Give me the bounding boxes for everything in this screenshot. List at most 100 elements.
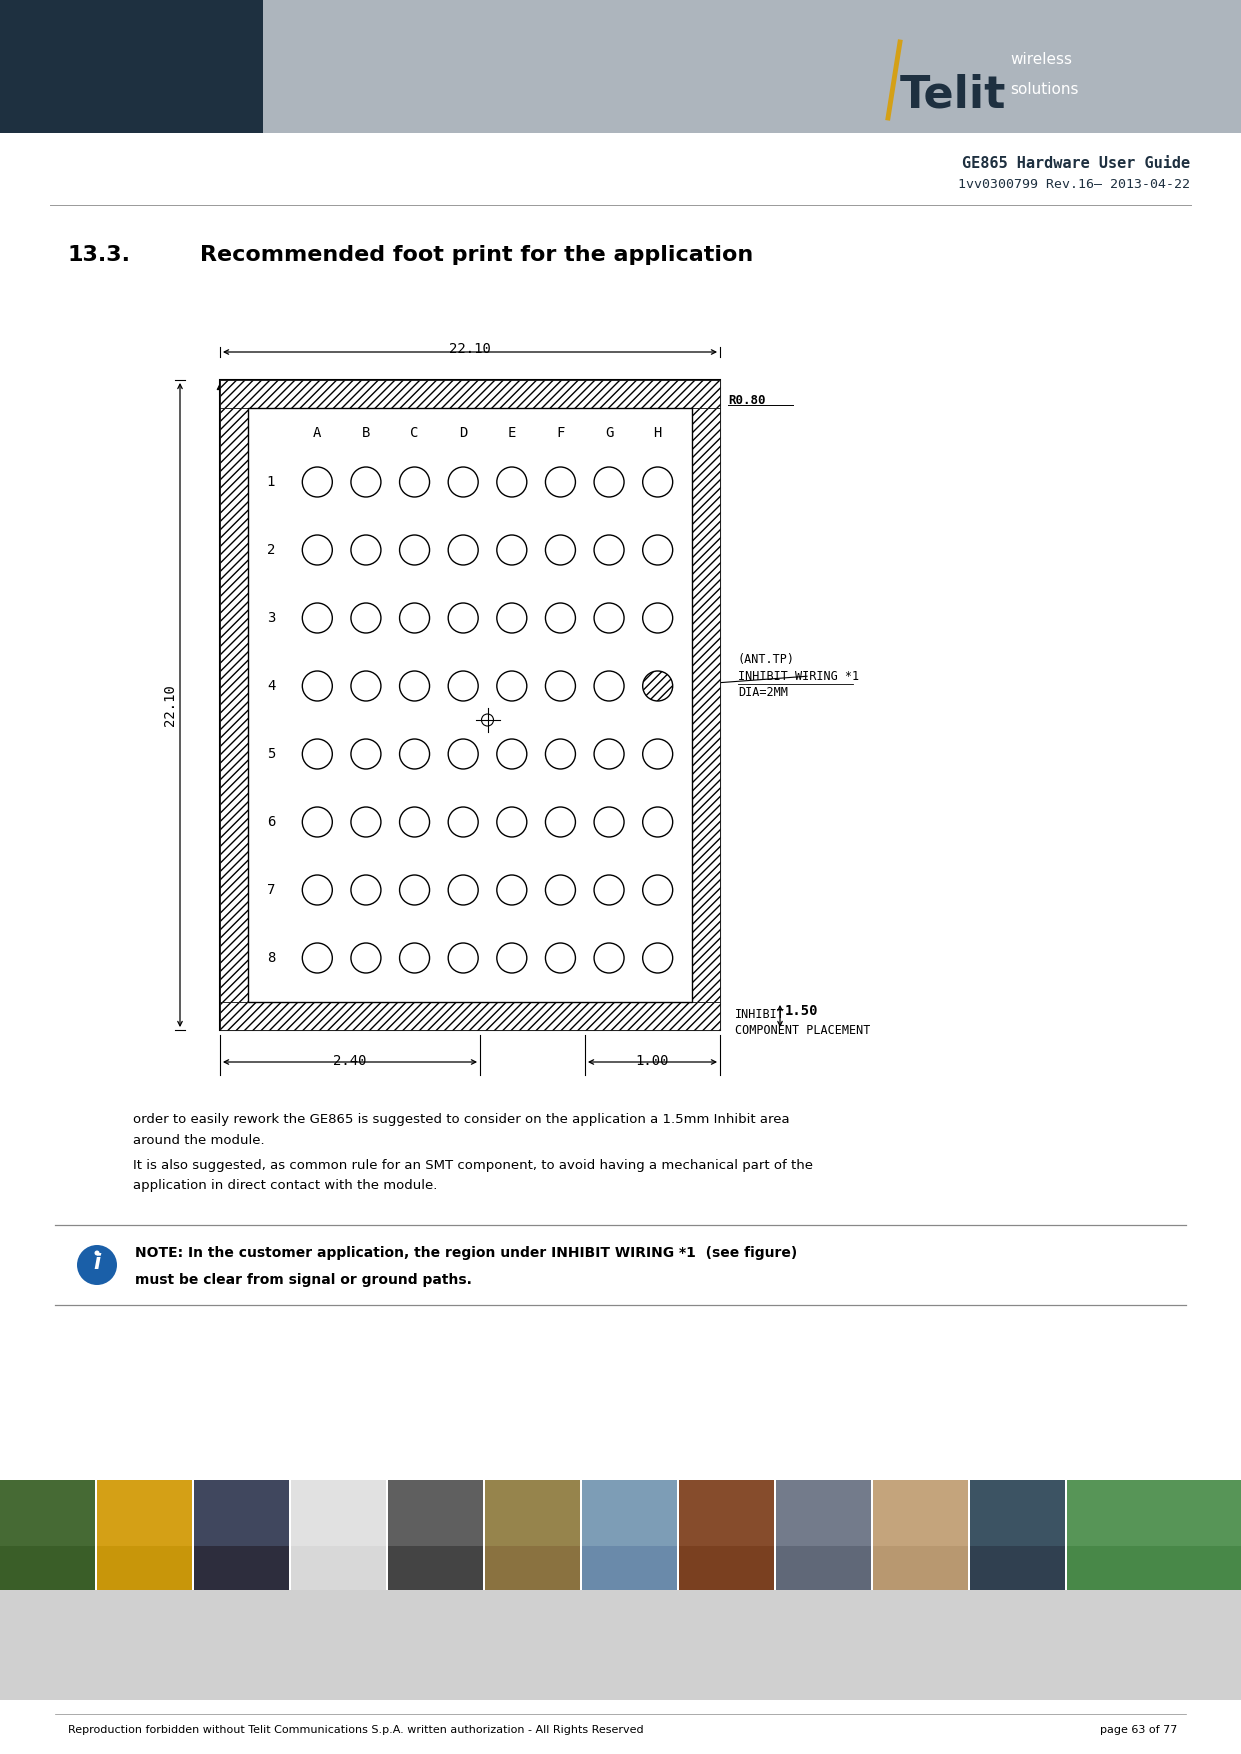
Text: 8: 8: [267, 951, 276, 965]
Circle shape: [643, 875, 673, 905]
Text: H: H: [654, 426, 661, 440]
Circle shape: [448, 603, 478, 633]
Circle shape: [546, 467, 576, 496]
Circle shape: [546, 807, 576, 837]
Circle shape: [643, 944, 673, 973]
Text: page 63 of 77: page 63 of 77: [1100, 1724, 1178, 1735]
Circle shape: [643, 672, 673, 702]
Circle shape: [400, 535, 429, 565]
Circle shape: [448, 672, 478, 702]
Circle shape: [496, 944, 527, 973]
Text: 2.40: 2.40: [334, 1054, 367, 1068]
Circle shape: [594, 807, 624, 837]
Circle shape: [303, 944, 333, 973]
Circle shape: [643, 807, 673, 837]
Circle shape: [448, 875, 478, 905]
Circle shape: [448, 738, 478, 768]
Bar: [97, 1480, 192, 1545]
Text: 2: 2: [267, 544, 276, 558]
Circle shape: [303, 603, 333, 633]
Bar: [970, 1480, 1065, 1545]
Text: E: E: [508, 426, 516, 440]
Circle shape: [496, 738, 527, 768]
Circle shape: [303, 738, 333, 768]
Circle shape: [351, 603, 381, 633]
Text: 1vv0300799 Rev.16– 2013-04-22: 1vv0300799 Rev.16– 2013-04-22: [958, 179, 1190, 191]
Text: application in direct contact with the module.: application in direct contact with the m…: [133, 1179, 437, 1191]
Circle shape: [546, 875, 576, 905]
Bar: [248, 409, 692, 1002]
Bar: [263, 0, 1241, 133]
Circle shape: [351, 738, 381, 768]
Circle shape: [594, 467, 624, 496]
Circle shape: [448, 944, 478, 973]
Bar: [692, 409, 720, 1002]
Circle shape: [351, 467, 381, 496]
Circle shape: [643, 535, 673, 565]
Bar: [582, 1480, 678, 1589]
Text: Recommended foot print for the application: Recommended foot print for the applicati…: [200, 246, 753, 265]
Circle shape: [351, 672, 381, 702]
Text: Telit: Telit: [900, 74, 1006, 116]
Text: 3: 3: [267, 610, 276, 624]
Text: wireless: wireless: [1010, 53, 1072, 67]
Circle shape: [351, 875, 381, 905]
Circle shape: [546, 738, 576, 768]
Bar: [220, 1002, 720, 1030]
Text: GE865 Hardware User Guide: GE865 Hardware User Guide: [962, 156, 1190, 170]
Circle shape: [594, 738, 624, 768]
Text: 5: 5: [267, 747, 276, 761]
Text: C: C: [411, 426, 418, 440]
Circle shape: [303, 535, 333, 565]
Text: INHIBIT: INHIBIT: [735, 1007, 784, 1021]
Circle shape: [546, 603, 576, 633]
Bar: [220, 409, 248, 1002]
Circle shape: [351, 535, 381, 565]
Circle shape: [400, 672, 429, 702]
Circle shape: [594, 875, 624, 905]
Circle shape: [546, 944, 576, 973]
Circle shape: [448, 807, 478, 837]
Circle shape: [546, 672, 576, 702]
Bar: [220, 381, 720, 409]
Bar: [388, 1480, 483, 1589]
Text: 6: 6: [267, 816, 276, 830]
Bar: [97, 1480, 192, 1589]
Text: must be clear from signal or ground paths.: must be clear from signal or ground path…: [135, 1273, 472, 1287]
Text: order to easily rework the GE865 is suggested to consider on the application a 1: order to easily rework the GE865 is sugg…: [133, 1114, 789, 1126]
Text: R0.80: R0.80: [728, 393, 766, 407]
Circle shape: [77, 1245, 117, 1286]
Circle shape: [303, 875, 333, 905]
Circle shape: [351, 944, 381, 973]
Circle shape: [400, 944, 429, 973]
Bar: [290, 1480, 386, 1589]
Circle shape: [448, 535, 478, 565]
Circle shape: [496, 672, 527, 702]
Circle shape: [594, 944, 624, 973]
Bar: [0, 1480, 96, 1589]
Circle shape: [643, 467, 673, 496]
Text: A: A: [313, 426, 321, 440]
Text: 22.10: 22.10: [163, 684, 177, 726]
Text: Reproduction forbidden without Telit Communications S.p.A. written authorization: Reproduction forbidden without Telit Com…: [68, 1724, 644, 1735]
Circle shape: [303, 807, 333, 837]
Text: solutions: solutions: [1010, 82, 1078, 98]
Bar: [194, 1480, 289, 1589]
Text: 1.50: 1.50: [786, 1003, 819, 1017]
Bar: [0, 0, 263, 133]
Circle shape: [448, 467, 478, 496]
Circle shape: [400, 467, 429, 496]
Bar: [1067, 1480, 1241, 1589]
Circle shape: [643, 603, 673, 633]
Circle shape: [303, 467, 333, 496]
Text: F: F: [556, 426, 565, 440]
Bar: [679, 1480, 774, 1589]
Circle shape: [496, 807, 527, 837]
Text: 1: 1: [267, 475, 276, 489]
Text: B: B: [361, 426, 370, 440]
Bar: [1067, 1480, 1241, 1545]
Bar: [776, 1480, 871, 1545]
Bar: [290, 1480, 386, 1545]
Text: 22.10: 22.10: [449, 342, 491, 356]
Circle shape: [303, 672, 333, 702]
